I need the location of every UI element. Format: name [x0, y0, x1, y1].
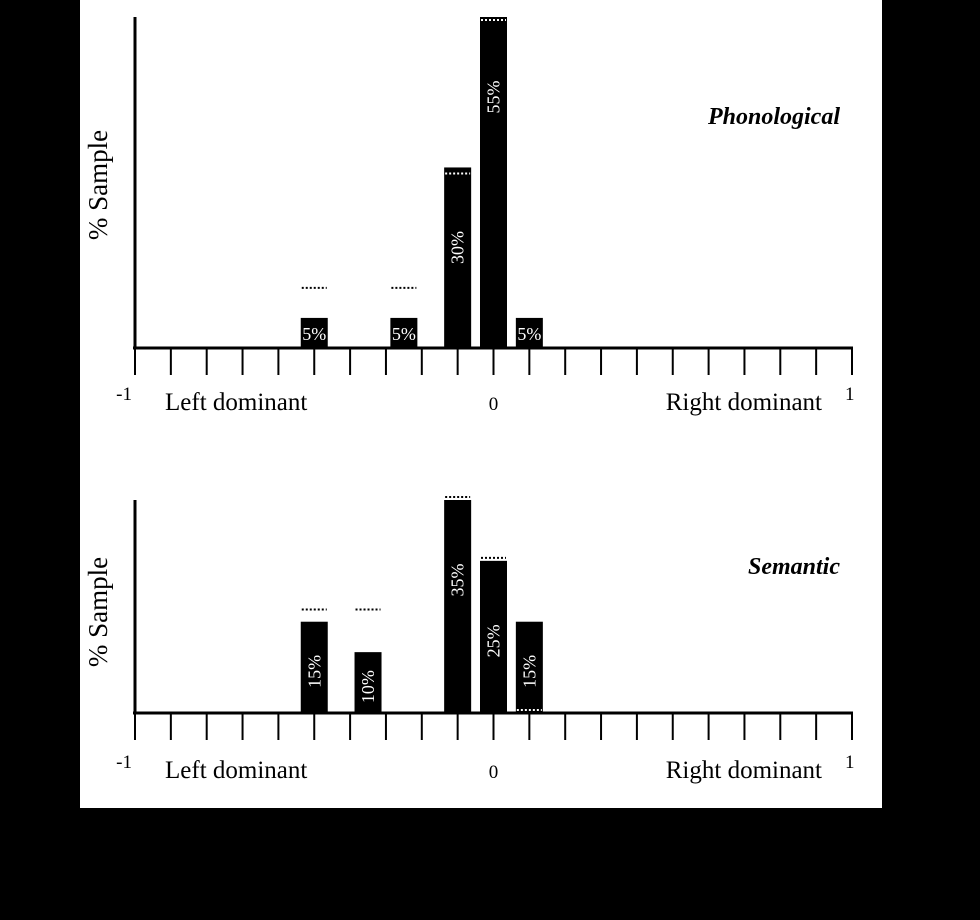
bar-value-label: 30% [448, 231, 468, 264]
y-axis-label: % Sample [83, 130, 113, 240]
bar-value-label: 10% [358, 670, 378, 703]
bar-value-label: 5% [302, 324, 326, 344]
x-tick-label-zero: 0 [489, 762, 499, 783]
panel-title: Phonological [707, 104, 840, 130]
y-axis-label: % Sample [83, 557, 113, 667]
bar [515, 317, 543, 348]
bar [444, 167, 472, 348]
x-tick-label-max: 1 [845, 752, 855, 773]
x-label-left: Left dominant [165, 389, 307, 416]
x-tick-label-min: -1 [116, 752, 132, 773]
bar [300, 317, 328, 348]
x-label-right: Right dominant [666, 757, 822, 784]
chart-panel-1: 5% 5% 30% 55% 5% -1 0 1 Left dominant Right domin… [83, 17, 855, 416]
bar [390, 317, 418, 348]
bar [444, 500, 472, 713]
bar [515, 621, 543, 713]
x-tick-label-min: -1 [116, 384, 132, 405]
bar-value-label: 55% [484, 81, 504, 114]
bar-value-label: 15% [304, 655, 324, 688]
bar-value-label: 5% [392, 324, 416, 344]
bar [480, 560, 507, 713]
x-label-left: Left dominant [165, 757, 307, 784]
bar-value-label: 35% [448, 564, 468, 597]
chart-panels: 5% 5% 30% 55% 5% -1 0 1 Left dominant Right domin… [83, 17, 855, 784]
bar-value-label: 15% [519, 655, 539, 688]
bar [354, 652, 382, 713]
panel-title: Semantic [748, 554, 840, 580]
x-label-right: Right dominant [666, 389, 822, 416]
bar-value-label: 5% [517, 324, 541, 344]
bar-value-label: 25% [484, 624, 504, 657]
x-tick-label-max: 1 [845, 384, 855, 405]
bar [300, 621, 328, 713]
chart-panel-2: 15% 10% 35% 25% 15% -1 0 1 Left dominant Right do… [83, 495, 855, 784]
bar [480, 17, 507, 348]
x-tick-label-zero: 0 [489, 394, 499, 415]
